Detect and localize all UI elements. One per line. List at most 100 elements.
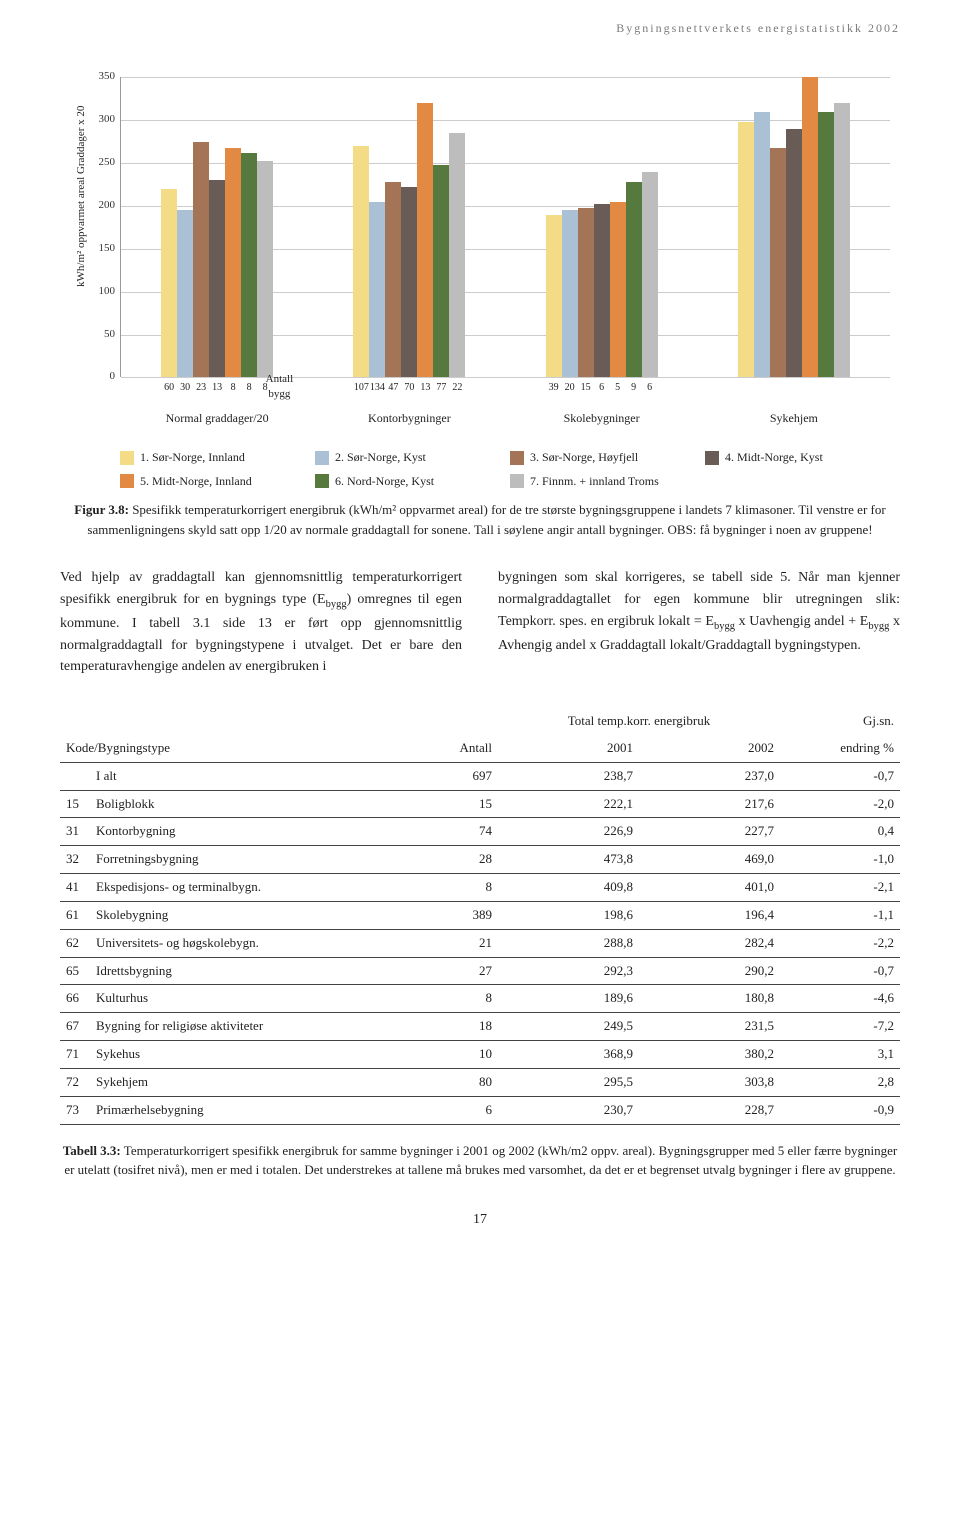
chart-bar xyxy=(610,202,626,378)
legend-item: 1. Sør-Norge, Innland xyxy=(120,449,315,466)
legend-item: 4. Midt-Norge, Kyst xyxy=(705,449,900,466)
legend-item: 5. Midt-Norge, Innland xyxy=(120,473,315,490)
cell-antall: 28 xyxy=(417,846,498,874)
table-super-header-right: Gj.sn. xyxy=(780,708,900,735)
table-row: 72Sykehjem80295,5303,82,8 xyxy=(60,1068,900,1096)
data-table: Total temp.korr. energibruk Gj.sn. Kode/… xyxy=(60,708,900,1125)
cell-code: 72 xyxy=(60,1068,90,1096)
cell-antall: 18 xyxy=(417,1013,498,1041)
body-right: bygningen som skal korrigeres, se tabell… xyxy=(498,567,900,678)
cell-2001: 222,1 xyxy=(498,790,639,818)
cell-code: 71 xyxy=(60,1041,90,1069)
gridline xyxy=(121,377,890,378)
cell-name: Bygning for religiøse aktiviteter xyxy=(90,1013,417,1041)
cell-code: 31 xyxy=(60,818,90,846)
cell-antall: 80 xyxy=(417,1068,498,1096)
bar-count: 77 xyxy=(433,381,449,396)
cell-2002: 290,2 xyxy=(639,957,780,985)
cell-endring: 2,8 xyxy=(780,1068,900,1096)
cell-endring: -0,7 xyxy=(780,762,900,790)
cell-2001: 226,9 xyxy=(498,818,639,846)
cell-code: 61 xyxy=(60,901,90,929)
cell-2002: 469,0 xyxy=(639,846,780,874)
cell-endring: -4,6 xyxy=(780,985,900,1013)
legend-item: 7. Finnm. + innland Troms xyxy=(510,473,705,490)
bar-count: 13 xyxy=(417,381,433,396)
cell-antall: 74 xyxy=(417,818,498,846)
table-row: 15Boligblokk15222,1217,6-2,0 xyxy=(60,790,900,818)
chart-bar xyxy=(257,161,273,377)
cell-name: Primærhelsebygning xyxy=(90,1096,417,1124)
table-row: 65Idrettsbygning27292,3290,2-0,7 xyxy=(60,957,900,985)
cell-2001: 288,8 xyxy=(498,929,639,957)
chart-bar xyxy=(578,208,594,378)
cell-2001: 198,6 xyxy=(498,901,639,929)
chart-bar xyxy=(562,210,578,377)
legend-item: 6. Nord-Norge, Kyst xyxy=(315,473,510,490)
legend-item: 2. Sør-Norge, Kyst xyxy=(315,449,510,466)
table-col-antall: Antall xyxy=(417,735,498,762)
chart-bar xyxy=(433,165,449,378)
antall-bygg-label: Antall bygg xyxy=(259,372,299,404)
cell-antall: 8 xyxy=(417,874,498,902)
bar-count: 47 xyxy=(385,381,401,396)
table-row: 32Forretningsbygning28473,8469,0-1,0 xyxy=(60,846,900,874)
chart-bar xyxy=(209,180,225,377)
table-row: 66Kulturhus8189,6180,8-4,6 xyxy=(60,985,900,1013)
chart-bar xyxy=(802,77,818,377)
chart-bar xyxy=(754,112,770,378)
cell-name: Boligblokk xyxy=(90,790,417,818)
cell-code xyxy=(60,762,90,790)
table-row: 31Kontorbygning74226,9227,70,4 xyxy=(60,818,900,846)
cell-2001: 368,9 xyxy=(498,1041,639,1069)
chart-bar xyxy=(834,103,850,377)
cell-2001: 473,8 xyxy=(498,846,639,874)
ytick-label: 350 xyxy=(81,69,115,85)
chart-bar xyxy=(626,182,642,377)
table-caption: Tabell 3.3: Temperaturkorrigert spesifik… xyxy=(60,1141,900,1180)
legend-item: 3. Sør-Norge, Høyfjell xyxy=(510,449,705,466)
figure-caption-lead: Figur 3.8: xyxy=(74,502,129,517)
cell-antall: 8 xyxy=(417,985,498,1013)
chart-bar xyxy=(177,210,193,377)
ytick-label: 0 xyxy=(81,369,115,385)
cell-2002: 227,7 xyxy=(639,818,780,846)
cell-endring: -2,2 xyxy=(780,929,900,957)
cell-endring: -2,0 xyxy=(780,790,900,818)
ytick-label: 100 xyxy=(81,284,115,300)
bar-count: 20 xyxy=(562,381,578,396)
chart-region: kWh/m² oppvarmet areal Graddager x 20 05… xyxy=(60,77,900,490)
cell-antall: 27 xyxy=(417,957,498,985)
chart-plot-area: 05010015020025030035060302313888Normal g… xyxy=(120,77,890,377)
cell-2001: 230,7 xyxy=(498,1096,639,1124)
chart-bar xyxy=(417,103,433,377)
legend-label: 3. Sør-Norge, Høyfjell xyxy=(530,449,638,466)
chart-bar xyxy=(738,122,754,377)
cell-code: 32 xyxy=(60,846,90,874)
body-text-columns: Ved hjelp av graddagtall kan gjennomsnit… xyxy=(60,567,900,678)
cell-name: Ekspedisjons- og terminalbygn. xyxy=(90,874,417,902)
cell-2002: 401,0 xyxy=(639,874,780,902)
group-label: Kontorbygninger xyxy=(313,410,505,427)
bar-count: 8 xyxy=(225,381,241,396)
cell-name: Skolebygning xyxy=(90,901,417,929)
chart-bar xyxy=(401,187,417,377)
y-axis-label: kWh/m² oppvarmet areal Graddager x 20 xyxy=(74,106,90,287)
chart-legend: 1. Sør-Norge, Innland2. Sør-Norge, Kyst 3… xyxy=(120,449,900,490)
table-row: 67Bygning for religiøse aktiviteter18249… xyxy=(60,1013,900,1041)
cell-endring: 0,4 xyxy=(780,818,900,846)
cell-code: 67 xyxy=(60,1013,90,1041)
table-row: I alt697238,7237,0-0,7 xyxy=(60,762,900,790)
cell-antall: 21 xyxy=(417,929,498,957)
bar-count: 6 xyxy=(594,381,610,396)
bar-count: 60 xyxy=(161,381,177,396)
chart-bar xyxy=(193,142,209,378)
figure-caption-body: Spesifikk temperaturkorrigert energibruk… xyxy=(87,502,885,537)
table-caption-lead: Tabell 3.3: xyxy=(63,1143,121,1158)
group-label: Sykehjem xyxy=(698,410,890,427)
bar-count: 22 xyxy=(449,381,465,396)
cell-antall: 6 xyxy=(417,1096,498,1124)
cell-endring: -2,1 xyxy=(780,874,900,902)
cell-name: I alt xyxy=(90,762,417,790)
cell-2002: 196,4 xyxy=(639,901,780,929)
